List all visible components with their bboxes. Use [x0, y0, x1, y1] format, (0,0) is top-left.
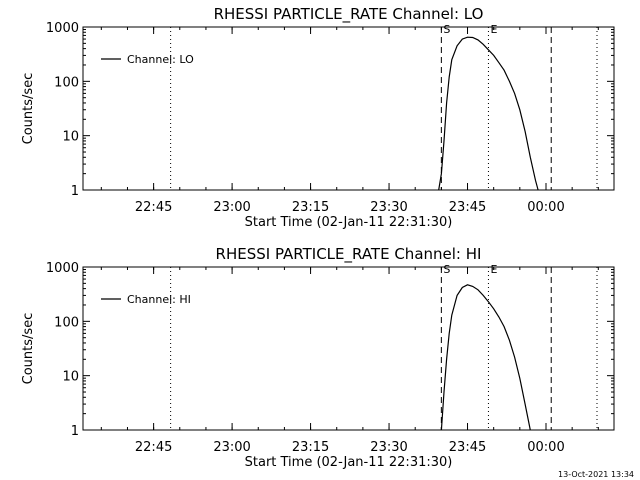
series-line — [440, 284, 531, 431]
time-marker-label: S — [443, 23, 450, 36]
x-tick-label: 23:00 — [213, 200, 250, 215]
y-tick-label: 1 — [71, 184, 79, 199]
x-tick-label: 23:15 — [292, 200, 329, 215]
x-tick-label: 23:30 — [370, 440, 407, 455]
legend-label: Channel: HI — [127, 293, 191, 306]
legend-label: Channel: LO — [127, 53, 194, 66]
x-tick-label: 22:45 — [135, 200, 172, 215]
x-tick-label: 00:00 — [527, 440, 564, 455]
y-axis-label: Counts/sec — [21, 73, 36, 145]
x-tick-label: 23:00 — [213, 440, 250, 455]
x-tick-label: 22:45 — [135, 440, 172, 455]
time-marker-label: E — [490, 23, 497, 36]
x-tick-label: 23:15 — [292, 440, 329, 455]
y-tick-label: 10 — [62, 130, 79, 145]
plot-frame — [82, 26, 615, 191]
time-marker-label: E — [490, 263, 497, 276]
y-tick-label: 10 — [62, 370, 79, 385]
chart-panel-1: RHESSI PARTICLE_RATE Channel: LO 1 10 100 10… — [21, 5, 615, 230]
x-tick-label: 23:45 — [449, 440, 486, 455]
chart-title: RHESSI PARTICLE_RATE Channel: HI — [216, 245, 482, 264]
timestamp-footer: 13-Oct-2021 13:34 — [558, 470, 634, 479]
y-tick-label: 100 — [54, 315, 79, 330]
x-tick-label: 23:30 — [370, 200, 407, 215]
y-tick-label: 100 — [54, 75, 79, 90]
y-axis-label: Counts/sec — [21, 313, 36, 385]
y-tick-label: 1000 — [46, 21, 79, 36]
x-tick-label: 23:45 — [449, 200, 486, 215]
x-axis-label: Start Time (02-Jan-11 22:31:30) — [245, 215, 453, 230]
chart-title: RHESSI PARTICLE_RATE Channel: LO — [214, 5, 484, 24]
x-tick-label: 00:00 — [527, 200, 564, 215]
time-marker-label: S — [443, 263, 450, 276]
x-axis-label: Start Time (02-Jan-11 22:31:30) — [245, 455, 453, 470]
y-tick-label: 1 — [71, 424, 79, 439]
series-line — [438, 36, 539, 191]
chart-panel-2: RHESSI PARTICLE_RATE Channel: HI 1 10 100 10… — [21, 245, 615, 470]
y-tick-label: 1000 — [46, 261, 79, 276]
plot-frame — [82, 266, 615, 431]
